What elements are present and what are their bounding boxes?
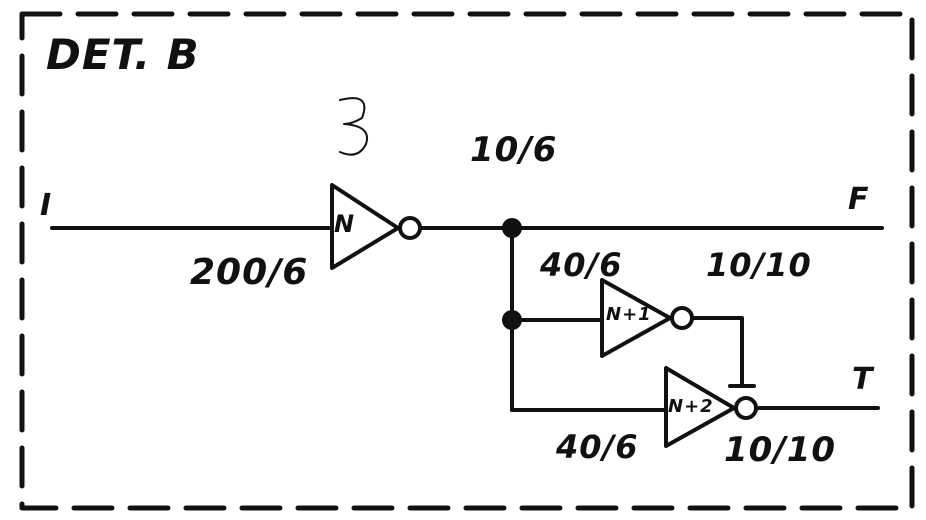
gate-n-size: 200/6: [190, 252, 309, 293]
gate-n1-size-input: 40/6: [540, 246, 623, 284]
detail-title: DET. B: [46, 30, 200, 79]
input-label-i: I: [40, 188, 53, 223]
gate-n1-size-output: 10/10: [706, 246, 812, 284]
output-label-t: T: [852, 362, 874, 397]
gate-n-label: N: [334, 210, 356, 238]
gate-n2-label: N+2: [668, 396, 714, 417]
inverter-n1-bubble: [670, 306, 694, 330]
inverter-n2-bubble: [734, 396, 758, 420]
gate-n1-label: N+1: [606, 304, 652, 325]
inverter-n-bubble: [398, 216, 422, 240]
inverter-n1: [600, 278, 672, 358]
gate-n2-size-input: 40/6: [556, 428, 639, 466]
inverter-n2: [664, 366, 736, 448]
output-label-f: F: [848, 182, 870, 217]
annotation-mark-glyph: [339, 97, 368, 156]
wire-n1-feedback: [690, 316, 744, 388]
gate-n2-size-output: 10/10: [724, 430, 837, 470]
annotation-mark: 3: [348, 98, 373, 138]
inverter-n: [330, 183, 400, 270]
detail-border: [19, 11, 915, 511]
node-size-label: 10/6: [470, 130, 558, 170]
